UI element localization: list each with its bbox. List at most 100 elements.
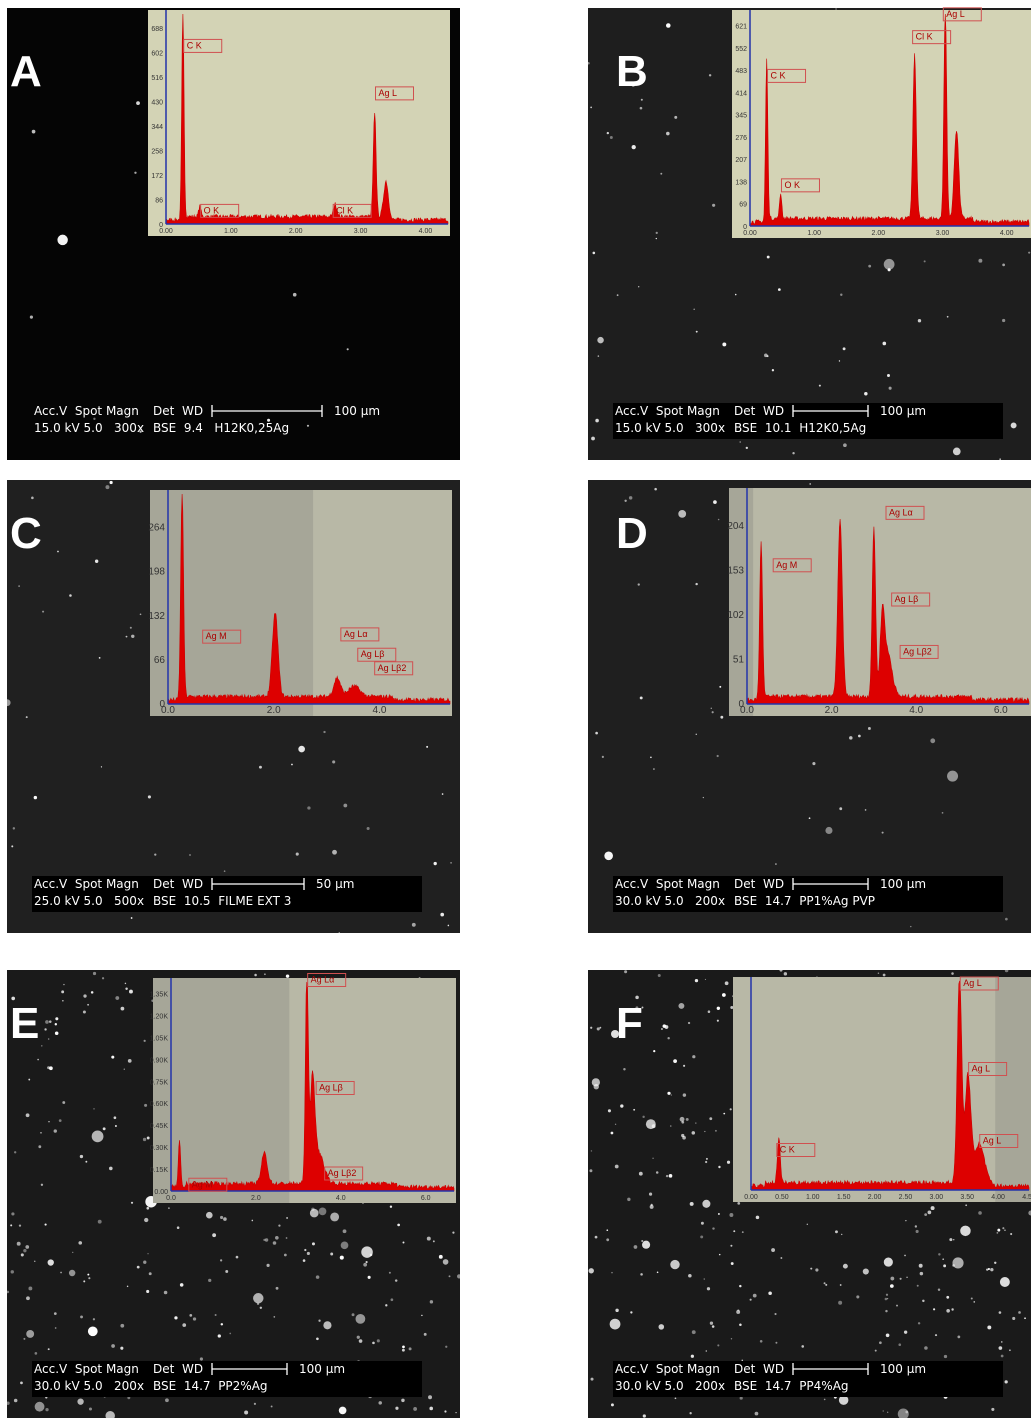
particle xyxy=(918,1322,920,1324)
particle xyxy=(722,993,726,997)
particle xyxy=(273,1316,275,1318)
particle xyxy=(1002,264,1005,267)
particle xyxy=(670,1260,679,1269)
particle xyxy=(987,1325,991,1329)
info-det-values: BSE 14.7 PP2%Ag xyxy=(153,1379,268,1393)
particle xyxy=(825,827,832,834)
particle xyxy=(656,1171,659,1174)
particle xyxy=(144,1104,147,1107)
particle xyxy=(599,1027,601,1029)
particle xyxy=(675,1397,677,1399)
particle xyxy=(433,1240,435,1242)
particle xyxy=(864,392,867,395)
peak-label: C K xyxy=(780,1145,795,1155)
particle xyxy=(624,970,627,973)
particle xyxy=(884,1258,893,1267)
peak-label: Ag Lβ2 xyxy=(328,1168,357,1178)
particle xyxy=(115,996,119,1000)
info-header: Acc.V Spot Magn xyxy=(34,877,139,891)
particle xyxy=(884,259,895,270)
x-tick-label: 0.0 xyxy=(740,705,754,716)
particle xyxy=(843,443,847,447)
peak-label: O K xyxy=(204,205,220,215)
y-tick-label: 258 xyxy=(151,149,163,156)
particle xyxy=(363,1263,367,1267)
particle xyxy=(840,1284,842,1286)
particle xyxy=(650,1205,654,1209)
particle xyxy=(990,1268,993,1271)
info-values: 30.0 kV 5.0 200x xyxy=(34,1379,144,1393)
particle xyxy=(367,827,370,830)
particle xyxy=(592,1078,600,1086)
particle xyxy=(973,1301,975,1303)
peak-label: Cl K xyxy=(916,32,933,42)
particle xyxy=(148,795,151,798)
scale-label: 100 µm xyxy=(334,404,380,418)
particle xyxy=(1011,423,1017,429)
particle xyxy=(359,1339,363,1343)
particle xyxy=(1001,1355,1004,1358)
particle xyxy=(671,1094,672,1095)
particle xyxy=(154,854,156,856)
particle xyxy=(642,1116,644,1118)
particle xyxy=(917,1285,919,1287)
particle xyxy=(960,1226,970,1236)
particle xyxy=(57,551,59,553)
particle xyxy=(740,441,741,442)
particle xyxy=(95,560,98,563)
particle xyxy=(611,1132,614,1135)
particle xyxy=(953,448,961,456)
particle xyxy=(310,1209,319,1218)
particle xyxy=(357,1336,360,1339)
peak-label: Ag L xyxy=(983,1136,1002,1146)
particle xyxy=(673,1059,677,1063)
particle xyxy=(271,1406,273,1408)
particle xyxy=(689,1412,691,1414)
particle xyxy=(938,1253,940,1255)
particle xyxy=(606,1229,608,1231)
particle xyxy=(200,1357,203,1360)
info-values: 15.0 kV 5.0 300x xyxy=(34,421,144,435)
particle xyxy=(147,1253,148,1254)
particle xyxy=(715,1130,717,1132)
particle xyxy=(121,1007,125,1011)
particle xyxy=(918,319,921,322)
particle xyxy=(215,1314,217,1316)
x-tick-label: 1.50 xyxy=(837,1194,851,1201)
info-det: Det WD xyxy=(734,404,784,418)
particle xyxy=(307,425,309,427)
particle xyxy=(920,1272,923,1275)
particle xyxy=(709,1117,712,1120)
particle xyxy=(42,611,44,613)
particle xyxy=(705,979,706,980)
particle xyxy=(938,1289,940,1291)
particle xyxy=(14,1399,18,1403)
particle xyxy=(590,106,592,108)
particle xyxy=(727,1161,730,1164)
particle xyxy=(49,1066,53,1070)
particle xyxy=(997,1229,1000,1232)
particle xyxy=(259,766,262,769)
particle xyxy=(887,374,890,377)
particle xyxy=(634,1245,638,1249)
particle xyxy=(444,1410,446,1412)
particle xyxy=(885,1310,887,1312)
particle xyxy=(643,1414,646,1417)
y-tick-label: 0.30K xyxy=(150,1145,169,1152)
particle xyxy=(6,1291,9,1294)
particle xyxy=(356,1314,366,1324)
particle xyxy=(591,1150,592,1151)
particle xyxy=(733,1230,735,1232)
particle xyxy=(946,1309,950,1313)
particle xyxy=(843,1264,848,1269)
particle xyxy=(221,1323,223,1325)
peak-label: Ag Lβ xyxy=(895,594,919,604)
y-tick-label: 1.20K xyxy=(150,1013,169,1020)
particle xyxy=(99,657,101,659)
particle xyxy=(442,793,444,795)
particle xyxy=(428,1395,432,1399)
particle xyxy=(19,1224,21,1226)
particle xyxy=(296,853,299,856)
particle xyxy=(26,1296,30,1300)
